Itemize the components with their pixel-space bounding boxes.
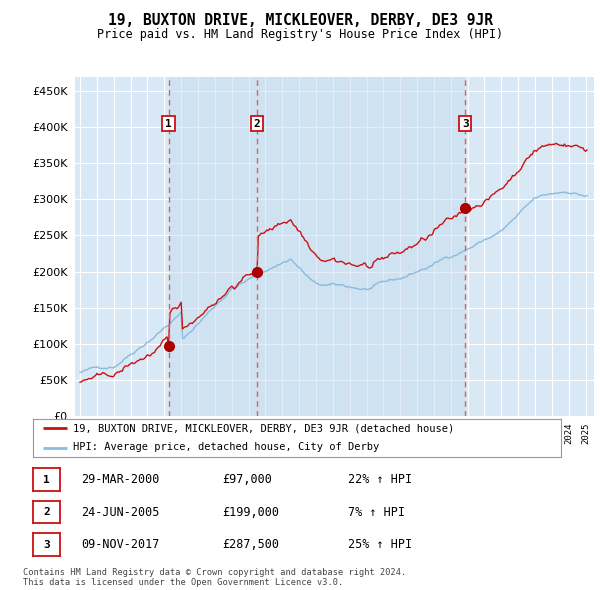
Text: 24-JUN-2005: 24-JUN-2005 bbox=[81, 506, 160, 519]
Text: 25% ↑ HPI: 25% ↑ HPI bbox=[348, 538, 412, 551]
Text: This data is licensed under the Open Government Licence v3.0.: This data is licensed under the Open Gov… bbox=[23, 578, 343, 587]
Text: 19, BUXTON DRIVE, MICKLEOVER, DERBY, DE3 9JR (detached house): 19, BUXTON DRIVE, MICKLEOVER, DERBY, DE3… bbox=[73, 423, 454, 433]
Text: HPI: Average price, detached house, City of Derby: HPI: Average price, detached house, City… bbox=[73, 442, 379, 453]
Text: 19, BUXTON DRIVE, MICKLEOVER, DERBY, DE3 9JR: 19, BUXTON DRIVE, MICKLEOVER, DERBY, DE3… bbox=[107, 13, 493, 28]
Text: 2: 2 bbox=[254, 119, 260, 129]
Text: 3: 3 bbox=[462, 119, 469, 129]
Bar bbox=[169, 77, 465, 416]
Text: 29-MAR-2000: 29-MAR-2000 bbox=[81, 473, 160, 486]
Text: 2: 2 bbox=[43, 507, 50, 517]
Text: £97,000: £97,000 bbox=[222, 473, 272, 486]
Text: £199,000: £199,000 bbox=[222, 506, 279, 519]
Text: 09-NOV-2017: 09-NOV-2017 bbox=[81, 538, 160, 551]
Text: 1: 1 bbox=[165, 119, 172, 129]
Text: 22% ↑ HPI: 22% ↑ HPI bbox=[348, 473, 412, 486]
Text: Contains HM Land Registry data © Crown copyright and database right 2024.: Contains HM Land Registry data © Crown c… bbox=[23, 568, 406, 577]
Text: Price paid vs. HM Land Registry's House Price Index (HPI): Price paid vs. HM Land Registry's House … bbox=[97, 28, 503, 41]
Text: 3: 3 bbox=[43, 540, 50, 549]
Text: 7% ↑ HPI: 7% ↑ HPI bbox=[348, 506, 405, 519]
Text: 1: 1 bbox=[43, 475, 50, 484]
Text: £287,500: £287,500 bbox=[222, 538, 279, 551]
